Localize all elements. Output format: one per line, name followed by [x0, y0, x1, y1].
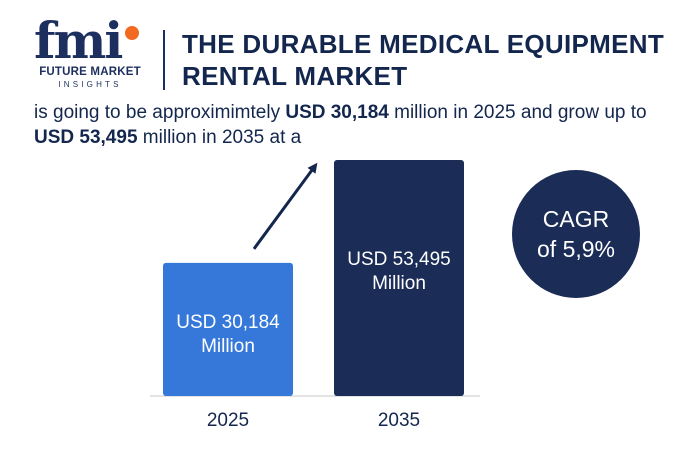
bar-2035: [334, 160, 464, 396]
x-tick-label-2035: 2035: [377, 410, 421, 431]
x-tick-label-2025: 2025: [206, 410, 250, 431]
data-label-line: USD 53,495: [347, 249, 451, 270]
growth-arrow: [252, 162, 318, 250]
data-label-line: Million: [201, 335, 255, 357]
summary-part2: million in 2025 and grow up to: [388, 102, 647, 123]
cagr-badge: CAGR of 5,9%: [512, 170, 640, 298]
summary-part1: is going to be approximimtely: [34, 102, 286, 123]
bar-2025: [163, 262, 293, 396]
summary-value-2025: USD 30,184: [285, 102, 389, 123]
logo-orange-dot: [125, 26, 139, 40]
title-line1: THE DURABLE MEDICAL EQUIPMENT: [182, 29, 665, 59]
summary-text: is going to be approximimtely USD 30,184…: [34, 100, 674, 150]
fmi-logo: fmi FUTURE MARKET INSIGHTS: [34, 16, 146, 102]
data-label-line: USD 30,184: [176, 311, 280, 333]
summary-part3: million in 2035 at a: [137, 127, 302, 148]
data-label-2035: USD 53,495 Million: [324, 248, 474, 296]
logo-text-line2: INSIGHTS: [58, 80, 122, 89]
title-line2: RENTAL MARKET: [182, 61, 408, 91]
logo-text-line1: FUTURE MARKET: [39, 66, 141, 78]
cagr-line1: CAGR: [542, 206, 610, 232]
page-title: THE DURABLE MEDICAL EQUIPMENT RENTAL MAR…: [182, 28, 682, 92]
data-label-2025: USD 30,184 Million: [153, 311, 303, 359]
cagr-line2: of 5,9%: [537, 236, 615, 262]
header-divider: [163, 30, 165, 90]
logo-mark: fmi: [34, 11, 123, 70]
summary-value-2035: USD 53,495: [34, 127, 138, 148]
data-label-line: Million: [372, 273, 426, 294]
